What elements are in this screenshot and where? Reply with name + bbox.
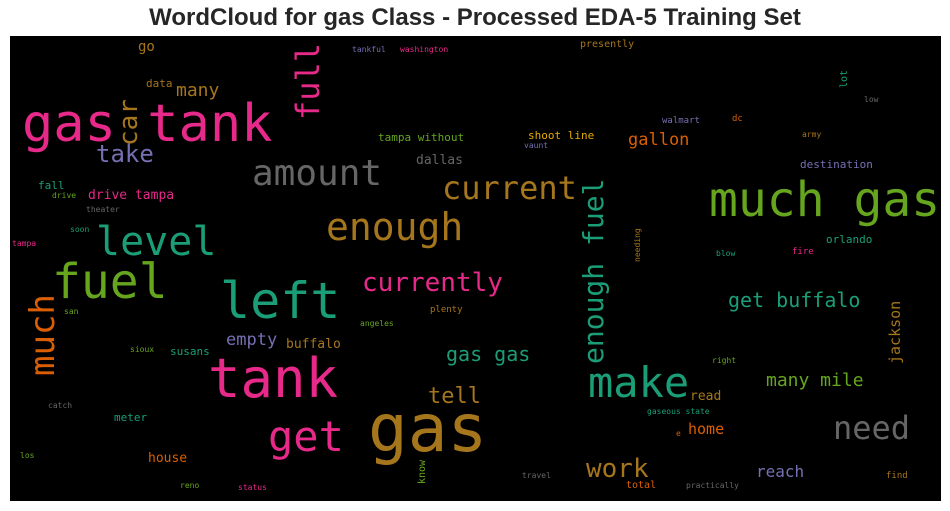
word-tankful: tankful bbox=[352, 45, 386, 54]
word-orlando: orlando bbox=[826, 233, 873, 246]
word-shoot-line: shoot line bbox=[528, 129, 595, 142]
word-tampa-without: tampa without bbox=[378, 131, 465, 144]
word-tank: tank bbox=[208, 347, 339, 410]
word-currently: currently bbox=[362, 268, 503, 298]
word-need: need bbox=[833, 409, 911, 447]
word-work: work bbox=[586, 454, 649, 484]
word-get: get bbox=[268, 412, 344, 461]
word-gas-gas: gas gas bbox=[446, 342, 531, 366]
word-tampa: tampa bbox=[12, 239, 37, 248]
word-gallon: gallon bbox=[628, 130, 690, 150]
word-drive: drive bbox=[52, 191, 77, 200]
word-many: many bbox=[176, 80, 220, 101]
word-much: much bbox=[23, 294, 63, 376]
word-enough-fuel: enough fuel bbox=[577, 178, 610, 364]
word-total: total bbox=[626, 480, 657, 491]
word-many-mile: many mile bbox=[766, 370, 864, 391]
word-washington: washington bbox=[400, 45, 449, 54]
word-army: army bbox=[802, 130, 822, 139]
word-reno: reno bbox=[180, 481, 200, 490]
chart-title: WordCloud for gas Class - Processed EDA-… bbox=[149, 4, 801, 31]
word-reach: reach bbox=[756, 462, 805, 481]
word-meter: meter bbox=[114, 411, 148, 424]
word-gas-tank: gas tank bbox=[22, 94, 273, 154]
word-status: status bbox=[238, 483, 267, 492]
word-gaseous-state: gaseous state bbox=[647, 407, 710, 416]
word-fuel: fuel bbox=[52, 254, 168, 310]
word-gas: gas bbox=[368, 390, 488, 467]
word-make: make bbox=[588, 358, 690, 407]
word-tell: tell bbox=[428, 384, 481, 409]
word-soon: soon bbox=[70, 225, 90, 234]
word-angeles: angeles bbox=[360, 319, 394, 328]
word-house: house bbox=[148, 451, 188, 466]
word-take: take bbox=[96, 140, 154, 168]
word-go: go bbox=[138, 39, 155, 55]
word-data: data bbox=[146, 77, 173, 90]
word-sioux: sioux bbox=[130, 345, 155, 354]
word-cloud: gas much gas gas tank tank left fuel mak… bbox=[10, 36, 941, 501]
word-right: right bbox=[712, 356, 737, 365]
word-left: left bbox=[220, 272, 341, 330]
word-travel: travel bbox=[522, 471, 551, 480]
word-susans: susans bbox=[170, 345, 210, 358]
word-find: find bbox=[886, 471, 908, 481]
word-know: know bbox=[417, 459, 428, 484]
word-theater: theater bbox=[86, 205, 120, 214]
word-blow: blow bbox=[716, 249, 736, 258]
word-lot: lot bbox=[839, 69, 850, 88]
word-plenty: plenty bbox=[430, 305, 463, 315]
word-empty: empty bbox=[226, 330, 278, 350]
word-los: los bbox=[20, 451, 35, 460]
word-dallas: dallas bbox=[416, 153, 463, 168]
word-jackson: jackson bbox=[886, 300, 904, 364]
word-presently: presently bbox=[580, 39, 635, 50]
word-catch: catch bbox=[48, 401, 73, 410]
word-much-gas: much gas bbox=[709, 172, 941, 228]
word-enough: enough bbox=[326, 205, 464, 249]
word-san: san bbox=[64, 307, 79, 316]
word-walmart: walmart bbox=[662, 116, 700, 126]
word-home: home bbox=[688, 420, 725, 438]
word-needing: needing bbox=[633, 228, 642, 262]
word-current: current bbox=[442, 169, 577, 207]
word-buffalo: buffalo bbox=[286, 337, 341, 352]
word-fall: fall bbox=[38, 179, 65, 192]
word-read: read bbox=[690, 389, 722, 404]
word-e: e bbox=[676, 429, 681, 438]
word-amount: amount bbox=[252, 153, 383, 194]
word-destination: destination bbox=[800, 158, 873, 171]
word-dc: dc bbox=[732, 114, 743, 124]
word-low: low bbox=[864, 95, 879, 104]
word-car: car bbox=[114, 99, 144, 146]
word-level: level bbox=[96, 219, 217, 265]
word-fire: fire bbox=[792, 247, 814, 257]
word-practically: practically bbox=[686, 481, 739, 490]
word-full: full bbox=[289, 42, 327, 120]
word-drive-tampa: drive tampa bbox=[88, 188, 175, 203]
word-get-buffalo: get buffalo bbox=[728, 288, 861, 312]
word-vaunt: vaunt bbox=[524, 141, 549, 150]
